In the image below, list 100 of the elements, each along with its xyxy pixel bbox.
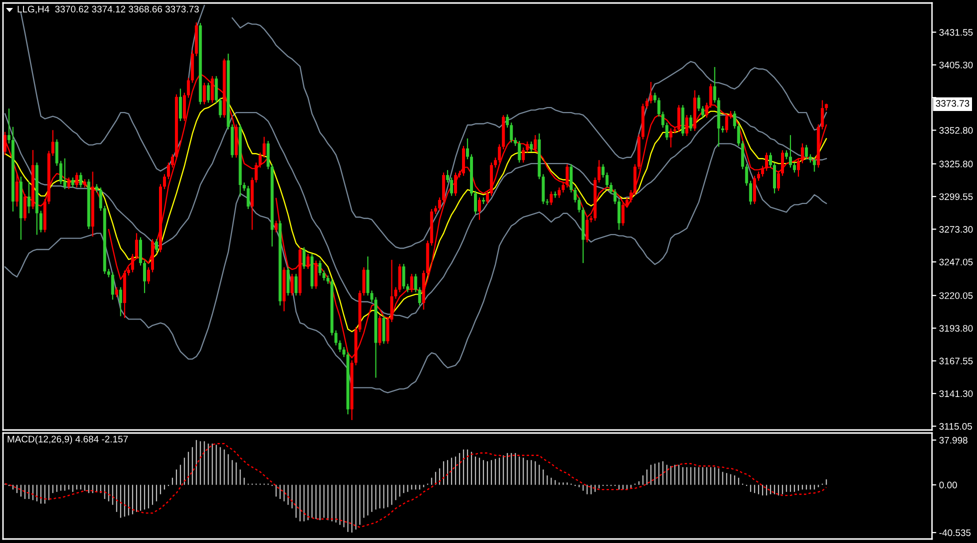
candlestick [685,114,688,137]
y-tick-label: 3115.05 [939,423,972,430]
candlestick [510,122,513,144]
candlestick [498,144,501,164]
candlestick [131,253,134,273]
candlestick [438,196,442,212]
candlestick [143,260,146,294]
candlestick [494,157,497,168]
candlestick [625,196,628,208]
candlestick [558,186,561,198]
candlestick [765,152,768,172]
y-tick-label: 3247.05 [939,258,973,266]
candlestick [530,141,533,152]
candlestick [314,260,318,290]
candlestick [796,158,800,178]
y-tick-label: 3431.55 [939,29,973,36]
line-series [4,143,827,394]
candlestick [586,216,589,243]
y-tick-label: 3220.05 [939,292,973,300]
candlestick [550,190,553,206]
candlestick [749,180,752,206]
candlestick [39,210,42,233]
candlestick [246,185,250,210]
candlestick [170,154,174,168]
candlestick [55,138,58,166]
candlestick [602,164,605,178]
y-tick-label: 3325.80 [939,160,973,168]
candlestick [610,182,613,195]
candlestick [206,82,210,104]
candlestick [302,246,306,270]
candlestick [342,346,346,358]
candlestick [733,110,736,130]
candlestick [186,77,190,98]
chart-title: LLG,H4 3370.62 3374.12 3368.66 3373.73 [18,6,199,14]
line-series [4,443,827,528]
candlestick [478,196,481,220]
candlestick [115,286,118,298]
candlestick [23,194,26,222]
y-tick-label: 3193.80 [939,324,973,332]
candlestick [59,160,62,185]
candlestick [578,196,581,213]
candlestick [661,111,664,128]
candlestick [410,273,414,293]
candlestick [318,260,322,276]
y-tick-label: 3167.55 [939,358,973,364]
candlestick [166,162,170,180]
candlestick [788,134,792,168]
candlestick [402,263,406,290]
candlestick [614,188,617,205]
candlestick [566,164,569,188]
candlestick [812,157,816,172]
candlestick [570,164,573,194]
candlestick [526,141,529,154]
candlestick [474,190,477,215]
chart-title: MACD(12,26,9) 4.684 -2.157 [8,436,128,444]
candlestick [622,202,624,226]
candlestick [338,340,342,353]
candlestick [777,170,780,192]
candlestick [63,158,66,190]
y-tick-label: 3405.30 [939,62,973,68]
candlestick [71,176,74,188]
candlestick [677,104,680,133]
candlestick [75,172,78,188]
candlestick [745,164,748,186]
candlestick [554,190,557,198]
candlestick [274,220,278,233]
y-tick-label: 0.00 [939,482,957,488]
candlestick [649,81,652,104]
candlestick [689,114,692,132]
candlestick [366,256,370,296]
candlestick [334,330,338,346]
candlestick [574,186,577,203]
candlestick [202,82,206,105]
candlestick [454,172,458,196]
candlestick [657,97,660,118]
y-tick-label: 37.998 [939,436,968,444]
candlestick [792,162,796,174]
candlestick [629,190,632,203]
candlestick [27,181,30,214]
candlestick [534,134,537,152]
y-tick-label: 3141.30 [939,390,973,398]
candlestick [210,76,214,104]
candlestick [111,272,114,300]
candlestick [804,144,808,160]
candlestick [446,170,450,184]
candlestick [286,266,290,296]
candlestick [466,138,469,160]
candlestick [522,146,525,164]
candlestick [606,172,609,188]
candlestick [769,152,772,168]
candlestick [450,176,454,196]
annotation: 3373.73 [936,100,970,107]
candlestick [306,253,310,270]
y-tick-label: 3352.80 [939,127,973,134]
candlestick [518,140,521,164]
y-tick-label: 3299.55 [939,193,973,200]
candlestick [162,174,166,190]
candlestick [382,314,386,344]
candlestick [780,150,784,176]
candlestick [800,142,804,164]
